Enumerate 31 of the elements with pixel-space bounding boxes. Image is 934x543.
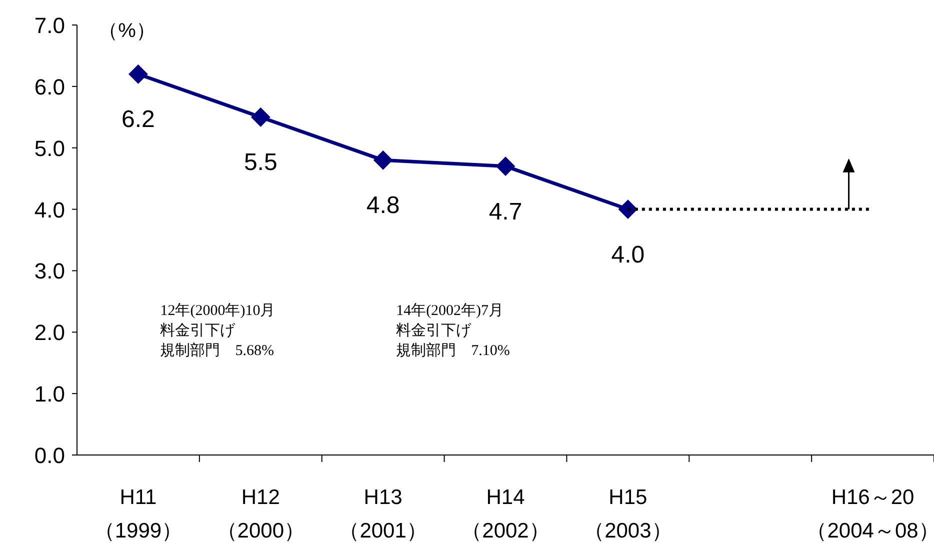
x-tick-label: H12 （2000）: [216, 486, 305, 543]
y-tick-label: 6.0: [34, 74, 65, 100]
point: [496, 156, 515, 176]
y-tick-label: 1.0: [34, 382, 65, 407]
point: [251, 108, 270, 127]
point: [128, 64, 148, 84]
data-label: 4.7: [488, 198, 522, 226]
y-tick-label: 2.0: [34, 320, 65, 346]
annotation: 規制部門 5.68%: [160, 342, 274, 359]
x-tick-label: H13 （2001）: [338, 486, 428, 543]
annotation: 12年(2000年)10月: [160, 302, 276, 319]
x-tick-label: H14 （2002）: [461, 486, 550, 543]
data-label: 5.5: [244, 149, 278, 176]
annotation: 料金引下げ: [160, 322, 236, 339]
point: [618, 200, 638, 219]
x-tick-label: H16～20 （2004～08）: [806, 486, 934, 543]
annotation: 14年(2002年)7月: [396, 302, 504, 319]
y-tick-label: 5.0: [34, 136, 65, 161]
data-label: 4.0: [611, 241, 645, 268]
point: [374, 150, 393, 170]
y-tick-label: 3.0: [34, 258, 65, 284]
annotation: 規制部門 7.10%: [396, 342, 510, 359]
y-axis-title: （%）: [98, 20, 156, 42]
annotation: 料金引下げ: [396, 322, 472, 339]
data-label: 4.8: [366, 192, 400, 220]
x-tick-label: H11 （1999）: [94, 486, 183, 543]
y-tick-label: 7.0: [34, 13, 65, 38]
y-tick-label: 4.0: [34, 197, 65, 222]
data-label: 6.2: [122, 106, 155, 134]
y-tick-label: 0.0: [34, 443, 65, 468]
x-tick-label: H15 （2003）: [584, 486, 672, 543]
